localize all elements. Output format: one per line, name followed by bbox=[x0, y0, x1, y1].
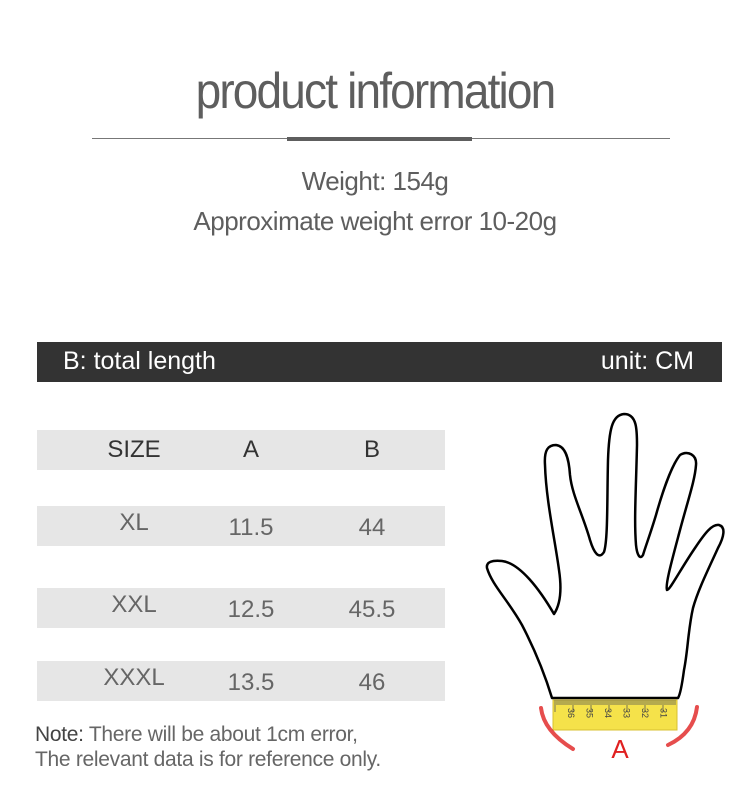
tape-numbers: 36 35 34 33 32 31 bbox=[566, 708, 669, 718]
cell-a: 12.5 bbox=[227, 596, 275, 623]
cell-b: 46 bbox=[358, 669, 386, 696]
note-label: Note: bbox=[35, 723, 84, 746]
table-row: XXL 12.5 45.5 bbox=[37, 588, 445, 628]
note: Note: There will be about 1cm error, The… bbox=[35, 722, 381, 772]
left-measure-arc bbox=[539, 706, 575, 751]
cell-a: 11.5 bbox=[228, 514, 274, 541]
cell-b: 45.5 bbox=[348, 596, 396, 623]
tape-number: 32 bbox=[640, 708, 650, 718]
cell-size: XXXL bbox=[103, 664, 165, 691]
measure-a-label: A bbox=[611, 734, 629, 764]
hand-outline-icon bbox=[485, 412, 725, 700]
tape-number: 36 bbox=[566, 708, 576, 718]
weight-error-text: Approximate weight error 10-20g bbox=[193, 206, 557, 236]
tape-number: 31 bbox=[659, 708, 669, 718]
note-line2: The relevant data is for reference only. bbox=[35, 748, 381, 771]
divider-accent bbox=[287, 137, 472, 141]
header-size: SIZE bbox=[107, 436, 161, 463]
cell-size: XXL bbox=[111, 591, 157, 618]
total-length-label: B: total length bbox=[63, 347, 216, 375]
size-chart-header-bar: B: total length unit: CM bbox=[37, 342, 722, 382]
table-header: SIZE A B bbox=[37, 430, 445, 470]
header-b: B bbox=[363, 436, 380, 463]
right-measure-arc bbox=[666, 705, 699, 747]
weight-text: Weight: 154g bbox=[301, 166, 449, 196]
note-line1: There will be about 1cm error, bbox=[83, 723, 358, 746]
table-row: XL 11.5 44 bbox=[37, 506, 445, 546]
page-title: product information bbox=[195, 63, 557, 119]
tape-number: 34 bbox=[603, 708, 613, 718]
tape-number: 33 bbox=[622, 708, 632, 718]
cell-b: 44 bbox=[358, 514, 386, 541]
tape-number: 35 bbox=[585, 708, 595, 718]
table-row: XXXL 13.5 46 bbox=[37, 661, 445, 701]
unit-label: unit: CM bbox=[600, 347, 694, 375]
header-a: A bbox=[242, 436, 259, 463]
cell-a: 13.5 bbox=[227, 669, 275, 696]
cell-size: XL bbox=[119, 509, 149, 536]
tape-ticks bbox=[554, 700, 676, 712]
